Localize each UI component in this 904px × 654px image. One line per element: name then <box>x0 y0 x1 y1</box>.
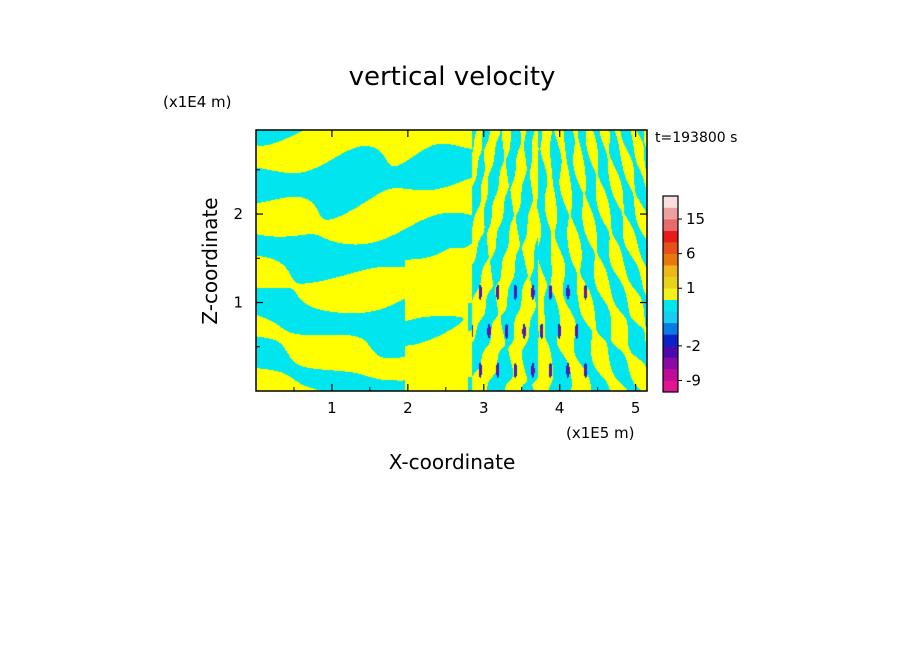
x-axis-ticks: 1 2 3 4 5 <box>293 130 641 417</box>
x-tick-label: 5 <box>631 399 641 417</box>
colorbar-swatch <box>663 265 678 278</box>
y-axis-label: Z-coordinate <box>198 197 222 324</box>
colorbar-swatch <box>663 253 678 266</box>
x-tick-label: 1 <box>327 399 337 417</box>
x-tick-label: 3 <box>479 399 489 417</box>
colorbar-swatch <box>663 242 678 254</box>
colorbar-swatch <box>663 207 678 220</box>
colorbar-swatch <box>663 311 678 324</box>
x-axis-label: X-coordinate <box>389 450 516 474</box>
colorbar-swatch <box>663 322 678 335</box>
colorbar-tick-label: -9 <box>686 371 701 389</box>
x-tick-label: 4 <box>555 399 565 417</box>
colorbar-swatch <box>663 288 678 301</box>
colorbar-swatch <box>663 357 678 370</box>
colorbar-tick-label: -2 <box>686 337 701 355</box>
colorbar-tick-label: 6 <box>686 245 696 263</box>
velocity-field-heatmap <box>256 130 647 391</box>
colorbar-swatch <box>663 334 678 347</box>
colorbar-swatch <box>663 196 678 208</box>
colorbar-tick-label: 15 <box>686 210 705 228</box>
y-axis-ticks: 12 <box>233 169 647 348</box>
y-tick-label: 1 <box>233 294 243 312</box>
colorbar-frame <box>662 195 679 393</box>
colorbar-tick-label: 1 <box>686 279 696 297</box>
x-tick-label: 2 <box>403 399 413 417</box>
y-unit-label: (x1E4 m) <box>163 93 232 111</box>
plot-frame <box>255 129 648 392</box>
chart-title: vertical velocity <box>349 62 556 92</box>
colorbar-swatch <box>663 380 678 393</box>
colorbar-swatch <box>663 219 678 231</box>
plot-area <box>255 129 648 392</box>
x-unit-label: (x1E5 m) <box>566 424 635 442</box>
colorbar-swatch <box>663 276 678 289</box>
colorbar-swatch <box>663 299 678 312</box>
y-tick-label: 2 <box>233 205 243 223</box>
colorbar-ticks: 15 6 1 -2 -9 <box>678 210 705 389</box>
colorbar <box>663 196 678 393</box>
colorbar-swatch <box>663 345 678 358</box>
time-label: t=193800 s <box>655 130 737 146</box>
colorbar-swatch <box>663 230 678 243</box>
colorbar-swatch <box>663 368 678 381</box>
